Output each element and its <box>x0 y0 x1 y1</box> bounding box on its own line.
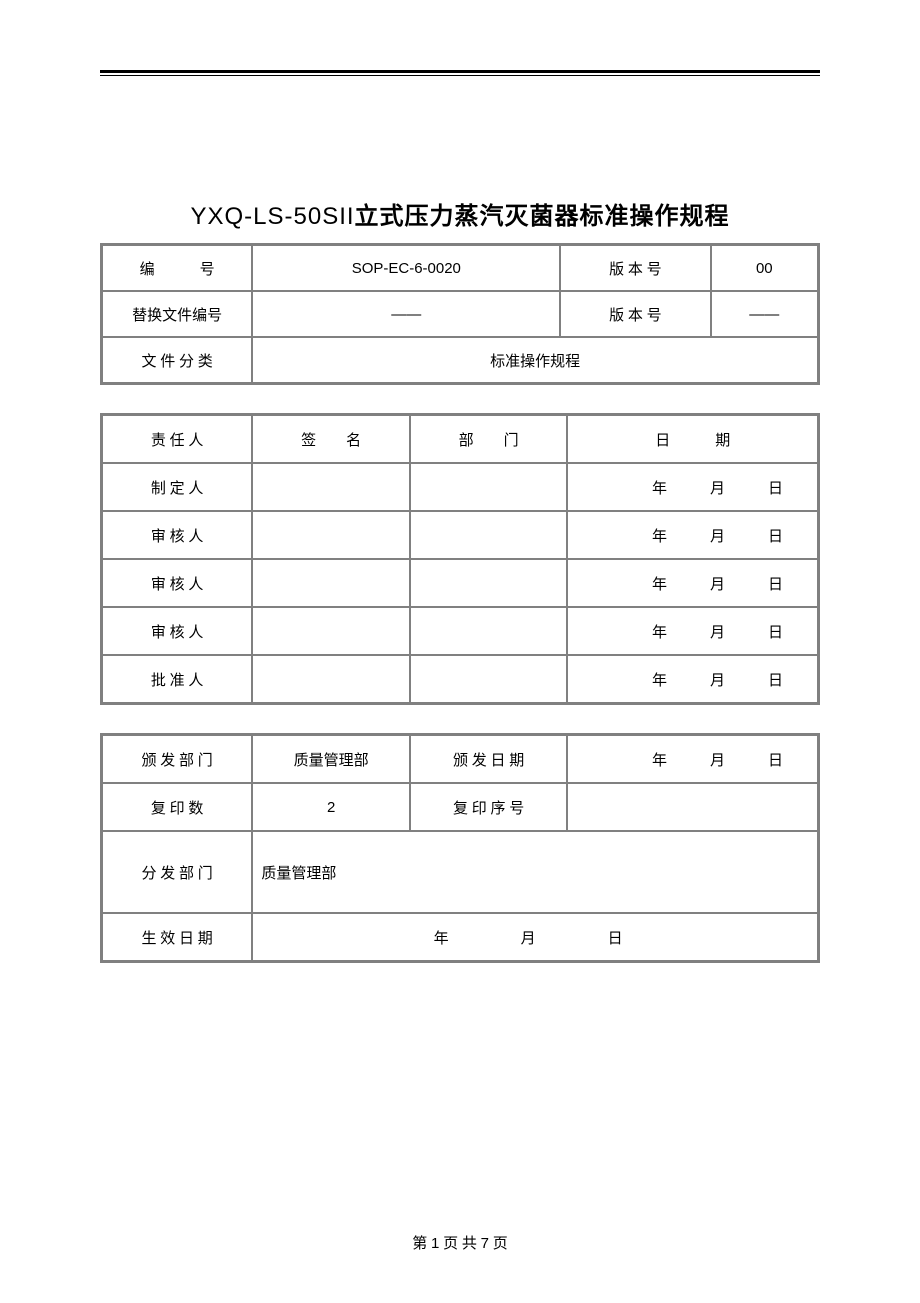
value-reviewer-2-dept <box>410 559 568 607</box>
table-row: 审 核 人 年 月 日 <box>102 511 818 559</box>
header-department: 部 门 <box>410 415 568 463</box>
label-copy-count: 复 印 数 <box>102 783 252 831</box>
value-approver-dept <box>410 655 568 703</box>
product-code: YXQ-LS-50SII <box>190 203 354 230</box>
table-header-row: 责 任 人 签 名 部 门 日 期 <box>102 415 818 463</box>
label-issue-dept: 颁 发 部 门 <box>102 735 252 783</box>
value-issue-dept: 质量管理部 <box>252 735 410 783</box>
table-row: 文 件 分 类 标准操作规程 <box>102 337 818 383</box>
label-creator: 制 定 人 <box>102 463 252 511</box>
label-approver: 批 准 人 <box>102 655 252 703</box>
value-approver-sign <box>252 655 410 703</box>
value-issue-date: 年 月 日 <box>567 735 818 783</box>
table-row: 批 准 人 年 月 日 <box>102 655 818 703</box>
label-copy-serial: 复 印 序 号 <box>410 783 568 831</box>
table-row: 编 号 SOP-EC-6-0020 版 本 号 00 <box>102 245 818 291</box>
value-approver-date: 年 月 日 <box>567 655 818 703</box>
value-creator-sign <box>252 463 410 511</box>
table-row: 分 发 部 门 质量管理部 <box>102 831 818 913</box>
label-issue-date: 颁 发 日 期 <box>410 735 568 783</box>
header-responsible: 责 任 人 <box>102 415 252 463</box>
value-version: 00 <box>711 245 818 291</box>
page-container: YXQ-LS-50SII立式压力蒸汽灭菌器标准操作规程 编 号 SOP-EC-6… <box>0 0 920 1003</box>
footer-suffix: 页 <box>493 1236 508 1252</box>
label-version: 版 本 号 <box>560 245 710 291</box>
table-gap <box>100 385 820 413</box>
value-reviewer-1-dept <box>410 511 568 559</box>
table-row: 生 效 日 期 年 月 日 <box>102 913 818 961</box>
table-row: 颁 发 部 门 质量管理部 颁 发 日 期 年 月 日 <box>102 735 818 783</box>
label-doc-number: 编 号 <box>102 245 252 291</box>
value-reviewer-3-date: 年 月 日 <box>567 607 818 655</box>
page-footer: 第 1 页 共 7 页 <box>0 1232 920 1253</box>
table-row: 制 定 人 年 月 日 <box>102 463 818 511</box>
label-distribute-dept: 分 发 部 门 <box>102 831 252 913</box>
value-reviewer-3-sign <box>252 607 410 655</box>
responsibility-table: 责 任 人 签 名 部 门 日 期 制 定 人 年 月 日 审 核 人 年 月 … <box>100 413 820 705</box>
top-double-rule <box>100 70 820 76</box>
footer-prefix: 第 <box>412 1236 427 1252</box>
value-doc-number: SOP-EC-6-0020 <box>252 245 560 291</box>
label-reviewer-2: 审 核 人 <box>102 559 252 607</box>
footer-total-pages: 7 <box>481 1235 489 1252</box>
value-reviewer-3-dept <box>410 607 568 655</box>
header-signature: 签 名 <box>252 415 410 463</box>
document-title: YXQ-LS-50SII立式压力蒸汽灭菌器标准操作规程 <box>100 196 820 231</box>
table-row: 审 核 人 年 月 日 <box>102 559 818 607</box>
value-copy-serial <box>567 783 818 831</box>
value-creator-dept <box>410 463 568 511</box>
value-version-2: —— <box>711 291 818 337</box>
footer-current-page: 1 <box>431 1235 439 1252</box>
label-effective-date: 生 效 日 期 <box>102 913 252 961</box>
header-date: 日 期 <box>567 415 818 463</box>
label-reviewer-1: 审 核 人 <box>102 511 252 559</box>
value-doc-category: 标准操作规程 <box>252 337 818 383</box>
label-reviewer-3: 审 核 人 <box>102 607 252 655</box>
value-reviewer-2-sign <box>252 559 410 607</box>
label-doc-category: 文 件 分 类 <box>102 337 252 383</box>
distribution-table: 颁 发 部 门 质量管理部 颁 发 日 期 年 月 日 复 印 数 2 复 印 … <box>100 733 820 963</box>
value-distribute-dept: 质量管理部 <box>252 831 818 913</box>
value-reviewer-2-date: 年 月 日 <box>567 559 818 607</box>
value-creator-date: 年 月 日 <box>567 463 818 511</box>
title-text: 立式压力蒸汽灭菌器标准操作规程 <box>355 204 730 230</box>
value-copy-count: 2 <box>252 783 410 831</box>
table-row: 复 印 数 2 复 印 序 号 <box>102 783 818 831</box>
value-effective-date: 年 月 日 <box>252 913 818 961</box>
document-info-table: 编 号 SOP-EC-6-0020 版 本 号 00 替换文件编号 —— 版 本… <box>100 243 820 385</box>
label-replaced-number: 替换文件编号 <box>102 291 252 337</box>
value-reviewer-1-date: 年 月 日 <box>567 511 818 559</box>
value-reviewer-1-sign <box>252 511 410 559</box>
table-row: 审 核 人 年 月 日 <box>102 607 818 655</box>
table-row: 替换文件编号 —— 版 本 号 —— <box>102 291 818 337</box>
value-replaced-number: —— <box>252 291 560 337</box>
label-version-2: 版 本 号 <box>560 291 710 337</box>
footer-mid: 页 共 <box>443 1236 477 1252</box>
table-gap <box>100 705 820 733</box>
